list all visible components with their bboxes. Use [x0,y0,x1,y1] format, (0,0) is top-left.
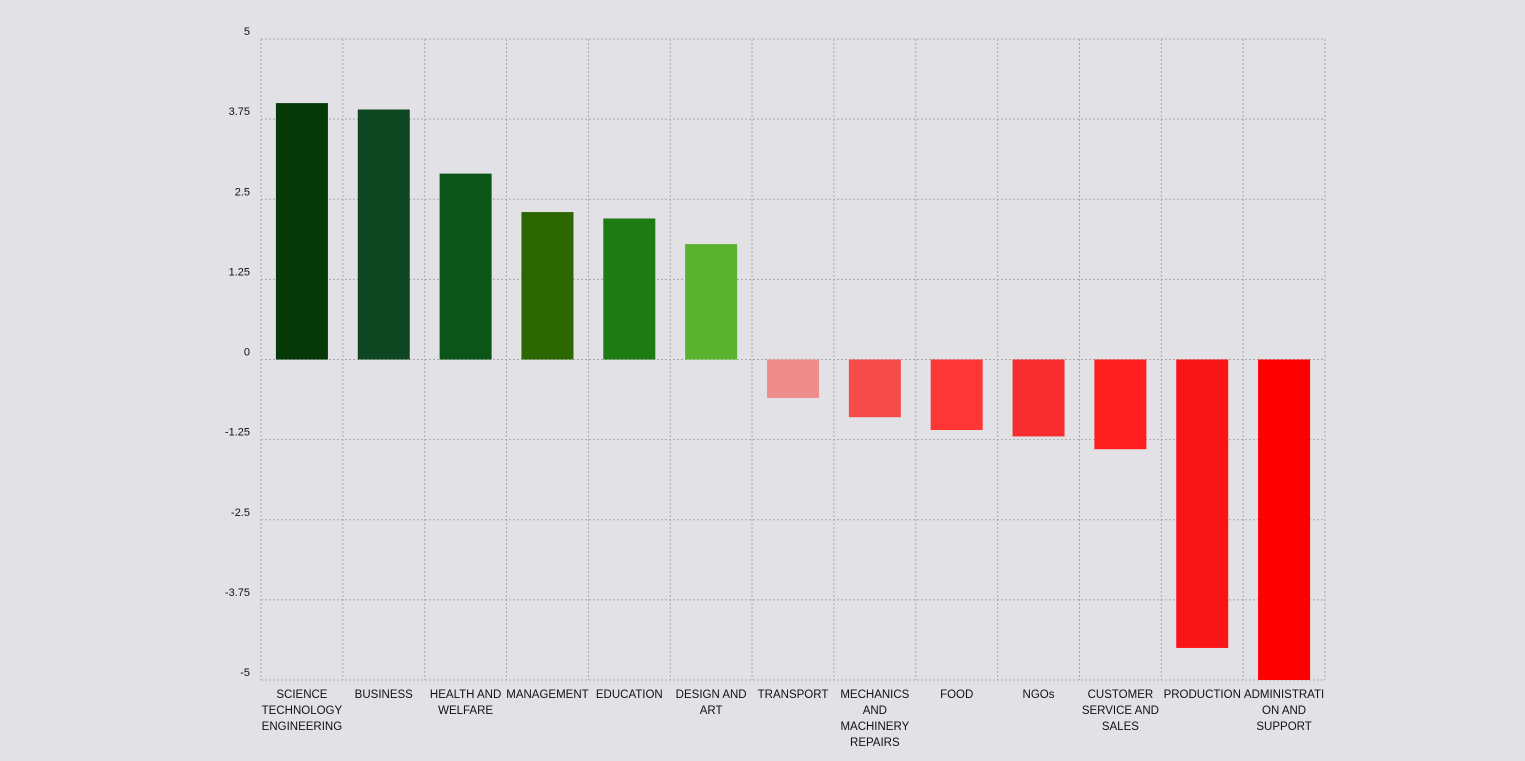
x-tick-label-line: NGOs [1023,689,1055,701]
bar [685,244,738,360]
x-tick-label: PRODUCTION [1164,689,1241,701]
bar [521,212,574,360]
x-tick-label: MANAGEMENT [506,689,588,701]
x-tick-label: BUSINESS [355,689,413,701]
x-tick-label: MECHANICS AND MACHINERY REPAIRS [840,689,909,749]
bar [603,218,656,360]
bar [930,359,983,431]
y-tick-label: 2.5 [235,186,250,198]
x-tick-label-line: TRANSPORT [758,689,829,701]
bar [1258,359,1311,680]
x-tick-label-line: SALES [1102,721,1139,733]
x-tick-label-line: HEALTH AND [430,689,501,701]
x-tick-label: EDUCATION [596,689,663,701]
x-tick-label-line: ON AND [1262,705,1306,717]
x-tick-label-line: PRODUCTION [1164,689,1241,701]
x-tick-label: DESIGN AND ART [676,689,747,717]
x-tick-label: NGOs [1023,689,1055,701]
bar [275,103,328,360]
x-tick-label-line: REPAIRS [850,737,900,749]
x-tick-label-line: BUSINESS [355,689,413,701]
x-tick-label: TRANSPORT [758,689,829,701]
x-tick-label-line: EDUCATION [596,689,663,701]
bar [357,109,410,360]
y-tick-label: -5 [240,667,250,679]
bar [767,359,819,398]
x-tick-label-line: MACHINERY [840,721,909,733]
x-tick-label-line: CUSTOMER [1088,689,1154,701]
x-tick-label-line: TECHNOLOGY [262,705,343,717]
bar [1176,359,1229,648]
bar [439,173,492,360]
x-tick-label-line: SERVICE AND [1082,705,1159,717]
bar [848,359,901,418]
x-tick-label: SCIENCE TECHNOLOGY ENGINEERING [262,689,343,733]
x-tick-label-line: ENGINEERING [262,721,343,733]
y-axis: 5 3.75 2.5 1.25 0 -1.25 -2.5 -3.75 -5 [225,26,250,679]
x-tick-label-line: ART [700,705,723,717]
x-axis: SCIENCE TECHNOLOGY ENGINEERING BUSINESS HEAL… [262,689,1325,749]
x-tick-label-line: SUPPORT [1256,721,1311,733]
y-tick-label: -1.25 [225,427,250,439]
x-tick-label-line: WELFARE [438,705,493,717]
x-tick-label: FOOD [940,689,973,701]
y-tick-label: 1.25 [229,266,250,278]
y-tick-label: -2.5 [231,507,250,519]
bars-layer [275,103,1311,680]
x-tick-label: HEALTH AND WELFARE [430,689,501,717]
x-tick-label-line: SCIENCE [276,689,327,701]
y-tick-label: -3.75 [225,587,250,599]
x-tick-label-line: MECHANICS [840,689,909,701]
y-tick-label: 3.75 [229,106,250,118]
x-tick-label-line: AND [863,705,887,717]
x-tick-label-line: DESIGN AND [676,689,747,701]
x-tick-label-line: MANAGEMENT [506,689,588,701]
y-tick-label: 5 [244,26,250,38]
x-tick-label-line: ADMINISTRATI [1244,689,1324,701]
y-tick-label: 0 [244,347,250,359]
bar [1012,359,1065,437]
grid-layer [260,38,1326,681]
x-tick-label: ADMINISTRATI ON AND SUPPORT [1244,689,1324,733]
x-tick-label: CUSTOMER SERVICE AND SALES [1082,689,1159,733]
bar [1094,359,1147,450]
x-tick-label-line: FOOD [940,689,973,701]
